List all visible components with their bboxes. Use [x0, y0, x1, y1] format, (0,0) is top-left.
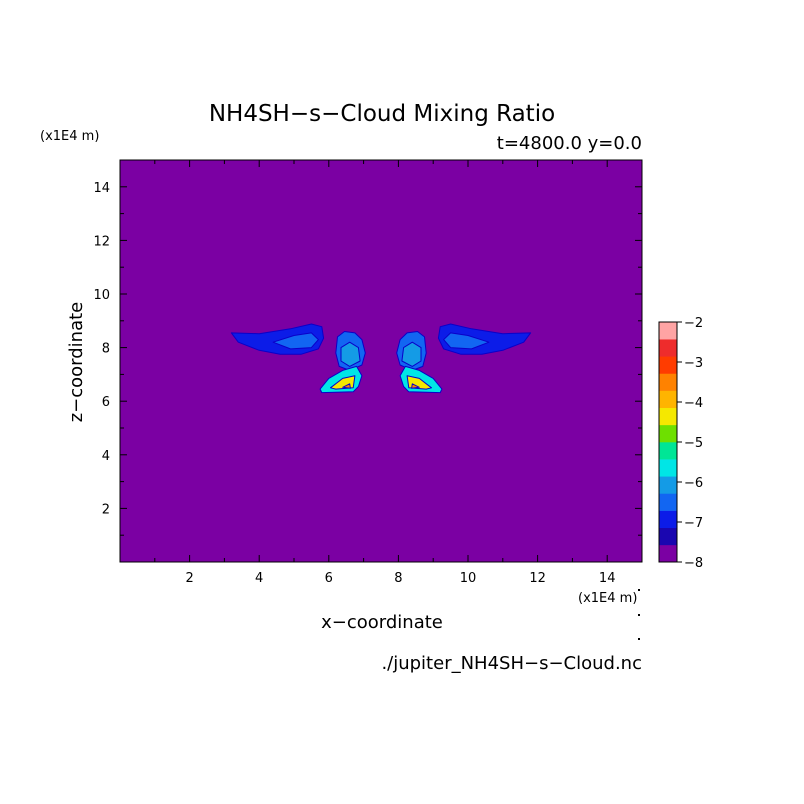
colorbar-tick-label: −7: [684, 516, 703, 531]
plot-area: 2 4 6 8 10 12 14 2 4 6 8 10 12 14: [93, 159, 643, 586]
colorbar-tick-label: −2: [684, 316, 703, 331]
y-tick-label: 12: [93, 234, 110, 249]
source-file-label: ./jupiter_NH4SH−s−Cloud.nc: [381, 653, 642, 674]
y-unit-label: (x1E4 m): [40, 129, 99, 144]
left-column-core-contour: [340, 341, 361, 367]
x-tick-label: 14: [599, 571, 616, 586]
x-unit-label: (x1E4 m): [578, 591, 637, 606]
x-tick-label: 4: [255, 571, 263, 586]
colorbar-cell: [659, 493, 677, 511]
x-tick-label: 12: [529, 571, 546, 586]
colorbar-cell: [659, 527, 677, 546]
colorbar-tick-label: −6: [684, 476, 703, 491]
right-base-peak-contour: [411, 383, 420, 389]
colorbar-ticks: −2 −3 −4 −5 −6 −7 −8: [677, 316, 703, 571]
y-tick-label: 2: [102, 502, 110, 517]
plot-background: [120, 160, 642, 562]
colorbar-tick-label: −3: [684, 356, 703, 371]
colorbar-cell: [659, 373, 677, 391]
x-tick-label: 2: [185, 571, 193, 586]
corner-marks: [638, 589, 640, 640]
y-ticks: 2 4 6 8 10 12 14: [93, 181, 642, 536]
colorbar-cell: [659, 339, 677, 357]
colorbar-cell: [659, 356, 677, 374]
colorbar-cell: [659, 407, 677, 426]
y-tick-label: 6: [102, 395, 110, 410]
colorbar-tick-label: −8: [684, 556, 703, 571]
y-axis-label: z−coordinate: [66, 302, 87, 423]
colorbar-cell: [659, 544, 677, 563]
right-column-core-contour: [401, 341, 422, 367]
y-tick-label: 8: [102, 342, 110, 357]
colorbar-cell: [659, 424, 677, 443]
x-axis-label: x−coordinate: [321, 612, 443, 633]
left-base-peak-contour: [342, 383, 351, 389]
colorbar-cell: [659, 476, 677, 494]
x-tick-label: 8: [394, 571, 402, 586]
chart-title: NH4SH−s−Cloud Mixing Ratio: [209, 101, 555, 127]
plot-frame: [119, 159, 643, 563]
colorbar-cell: [659, 442, 677, 460]
colorbar-tick-label: −4: [684, 396, 703, 411]
left-anvil-core-contour: [272, 332, 319, 350]
y-tick-label: 10: [93, 288, 110, 303]
chart-subtitle: t=4800.0 y=0.0: [497, 133, 642, 154]
y-tick-label: 4: [102, 449, 110, 464]
y-tick-label: 14: [93, 181, 110, 196]
x-tick-label: 6: [325, 571, 333, 586]
contour-layer: [230, 323, 532, 394]
colorbar-cell: [659, 459, 677, 477]
colorbar-cell: [659, 390, 677, 409]
colorbar-cells: [659, 322, 677, 563]
x-tick-label: 10: [460, 571, 477, 586]
colorbar-tick-label: −5: [684, 436, 703, 451]
x-ticks: 2 4 6 8 10 12 14: [154, 160, 616, 586]
colorbar: −2 −3 −4 −5 −6 −7 −8: [658, 316, 703, 571]
colorbar-cell: [659, 510, 677, 529]
right-anvil-core-contour: [443, 332, 490, 350]
colorbar-cell: [659, 322, 677, 340]
